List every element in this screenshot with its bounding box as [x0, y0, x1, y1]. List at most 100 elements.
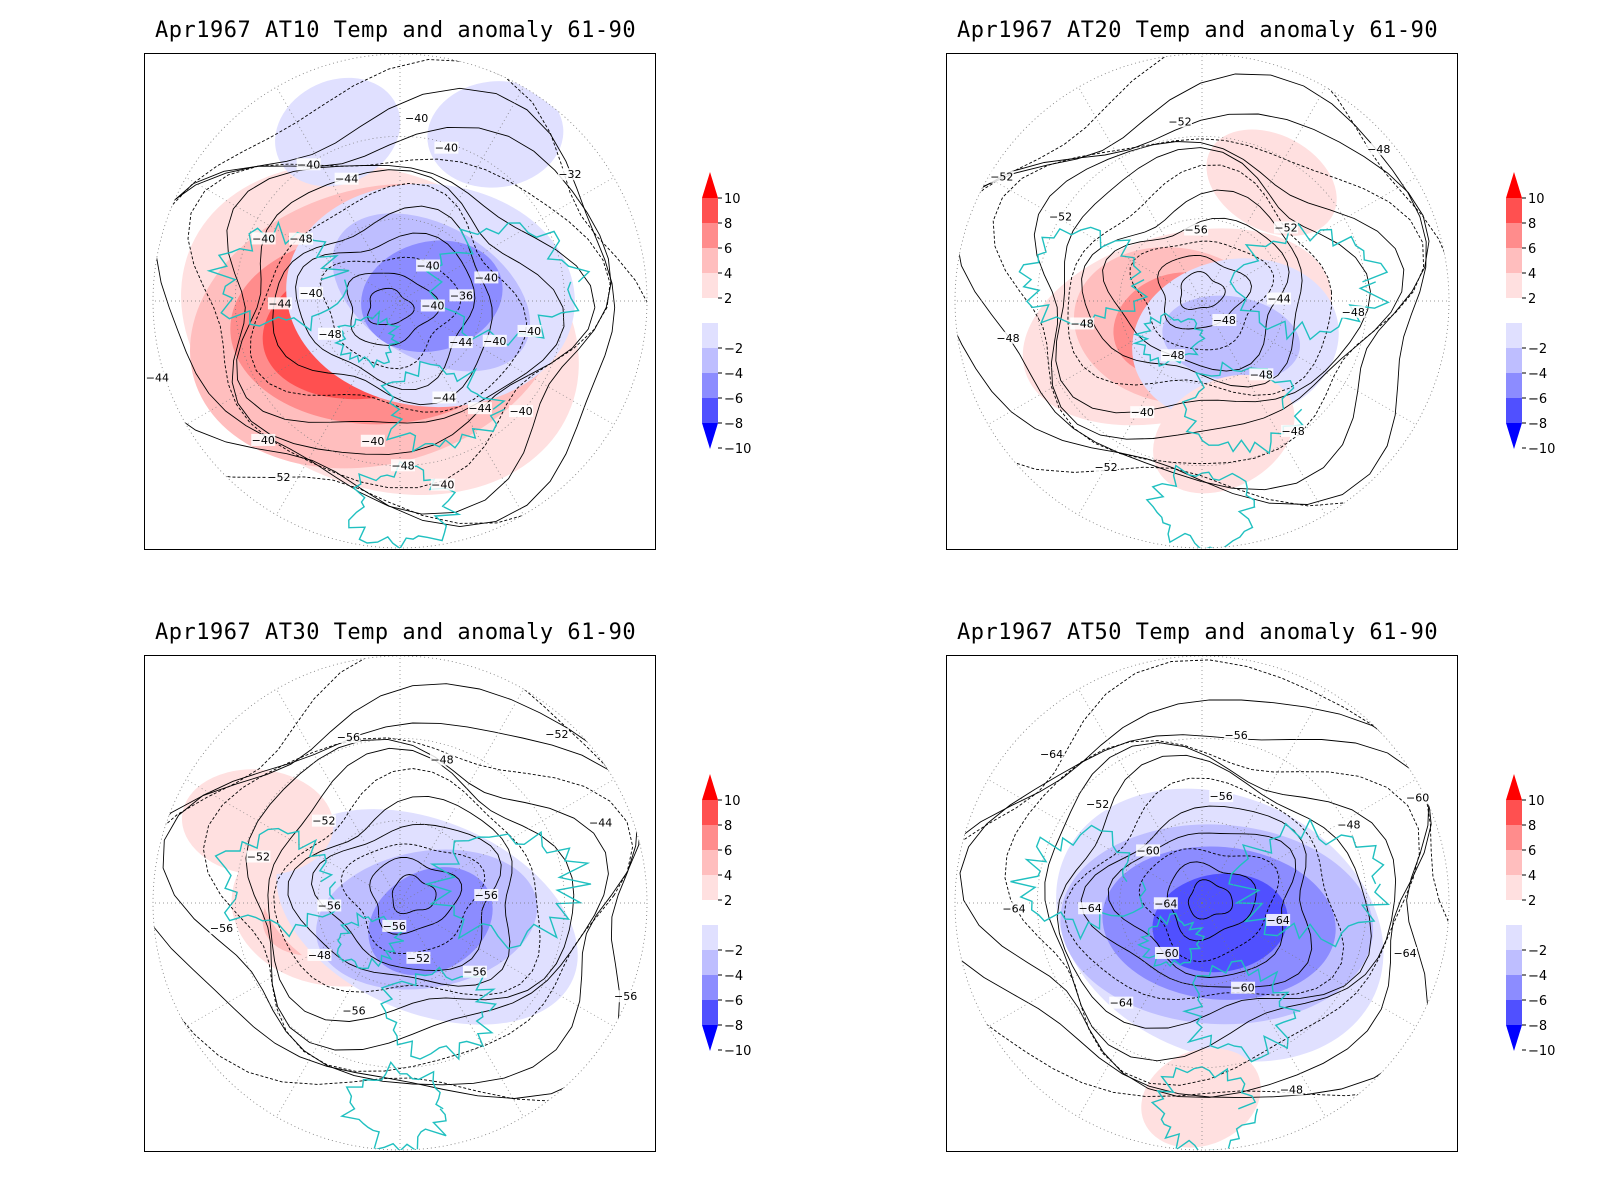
contour-label-bg: [266, 470, 291, 483]
contour-label-bg: [342, 1004, 367, 1017]
coastline: [1137, 912, 1205, 968]
contour-label-bg: [1209, 790, 1234, 803]
colorbar-segment: [702, 298, 718, 323]
panel-title: Apr1967 AT20 Temp and anomaly 61-90: [957, 18, 1439, 43]
contour-label: −40: [297, 158, 320, 171]
temperature-contour: [1179, 271, 1226, 310]
contour-label-bg: [1249, 368, 1274, 381]
polar-map: −64 −60 −56 −48 −64 −48 −60 −64 −52 −56 −60 −64 −60 −…: [954, 656, 1450, 1151]
colorbar-segment: [1506, 198, 1522, 223]
contour-label: −40: [1131, 406, 1154, 419]
colorbar: 10 8 6 4 2 −2 −4 −6 −8 −10: [1506, 172, 1555, 457]
colorbar-label: −8: [724, 1019, 743, 1034]
contour-label-bg: [1393, 946, 1418, 959]
contour-label-bg: [1094, 461, 1119, 474]
contour-label: −52: [1086, 798, 1109, 811]
contour-label: −52: [312, 815, 335, 828]
panel-title: Apr1967 AT50 Temp and anomaly 61-90: [957, 620, 1439, 645]
temperature-contour: [367, 287, 415, 325]
contour-label-bg: [406, 951, 431, 964]
anomaly-shade: [427, 81, 564, 188]
colorbar-segment: [1506, 323, 1522, 348]
colorbar: 10 8 6 4 2 −2 −4 −6 −8 −10: [702, 172, 751, 457]
polar-map: −56 −56 −52 −48 −44 −56 −52 −48 −52 −56 −52 −56 −56 −…: [152, 656, 648, 1151]
contour-label: −48: [289, 233, 312, 246]
contour-label: −56: [342, 1005, 365, 1018]
coastline: [1145, 464, 1256, 548]
colorbar-arrow-bottom: [702, 1025, 718, 1051]
colorbar-segment: [1506, 248, 1522, 273]
contour-label-bg: [1336, 818, 1361, 831]
anomaly-shade: [1153, 374, 1295, 494]
map-frame: −64 −60 −56 −48 −64 −48 −60 −64 −52 −56 −60 −64 −60 −…: [946, 655, 1458, 1152]
coastline: [214, 827, 342, 938]
coastline: [1228, 818, 1391, 948]
contour-label: −44: [146, 371, 169, 384]
coastline: [336, 912, 405, 970]
map-frame: −40 −44 −44 −40 −40 −44 −40 −48 −44 −40 −32 −36 −40−…: [144, 53, 656, 550]
latitude-circle: [317, 218, 483, 384]
contour-label: −40: [299, 287, 322, 300]
anomaly-shade: [1162, 295, 1301, 382]
colorbar-arrow-bottom: [702, 423, 718, 449]
temperature-contour: [1081, 189, 1303, 388]
colorbar-label: 4: [724, 869, 732, 884]
colorbar-label: 8: [1528, 819, 1536, 834]
contour-label: −40: [405, 112, 428, 125]
contour-label: −48: [391, 459, 414, 472]
polar-map: −48 −48 −48 −52 −52 −48 −44 −48 −40 −48 −52 −56 −52 −…: [954, 54, 1450, 549]
contour-label: −60: [1231, 982, 1254, 995]
temperature-contour: [311, 823, 502, 972]
colorbar-arrow-bottom: [1506, 423, 1522, 449]
contour-label: −56: [463, 966, 486, 979]
contour-label-bg: [1078, 902, 1103, 915]
colorbar-label: 6: [724, 844, 732, 859]
colorbar-label: −2: [724, 342, 743, 357]
colorbar-label: −8: [1528, 417, 1547, 432]
contour-label: −44: [335, 173, 358, 186]
contour-label: −64: [1393, 947, 1416, 960]
colorbar-label: 10: [1528, 794, 1545, 809]
contour-label-bg: [1154, 946, 1179, 959]
contour-label-bg: [267, 297, 292, 310]
coastline: [1010, 824, 1147, 941]
contour-label-bg: [1136, 844, 1161, 857]
temperature-contour: [162, 722, 641, 1086]
temperature-contour: [1056, 754, 1372, 1029]
temperature-contour: [236, 169, 565, 424]
contour-label-bg: [1224, 728, 1249, 741]
coastline: [1018, 226, 1149, 326]
temperature-contour: [340, 843, 486, 955]
contour-label: −56: [1210, 790, 1233, 803]
contour-label: −56: [1225, 729, 1248, 742]
contour-label-bg: [246, 850, 271, 863]
contour-label: −52: [1168, 115, 1191, 128]
temperature-contour: [1102, 217, 1290, 372]
contour-label: −52: [990, 171, 1013, 184]
colorbar-label: 6: [724, 242, 732, 257]
contour-label-bg: [449, 289, 474, 302]
temperature-contour: [1055, 147, 1371, 414]
map-frame: −56 −56 −52 −48 −44 −56 −52 −48 −52 −56 −52 −56 −56 −…: [144, 655, 656, 1152]
colorbar-segment: [1506, 925, 1522, 950]
contour-label: −64: [1267, 914, 1290, 927]
contour-label: −48: [1342, 306, 1365, 319]
equator-circle: [152, 656, 648, 1151]
contour-label-bg: [429, 753, 454, 766]
colorbar-segment: [1506, 298, 1522, 323]
contour-label-bg: [318, 327, 343, 340]
colorbar-segment: [702, 950, 718, 975]
contour-label-bg: [251, 232, 276, 245]
anomaly-shade: [1152, 873, 1288, 973]
temperature-contour: [1033, 141, 1405, 440]
contour-label: −44: [449, 336, 472, 349]
temperature-contour: [346, 272, 441, 346]
temperature-contour: [267, 747, 575, 1022]
colorbar-segment: [702, 373, 718, 398]
colorbar-segment: [1506, 398, 1522, 423]
contour-label-bg: [434, 141, 459, 154]
contour-label: −40: [518, 325, 541, 338]
coastline: [333, 309, 401, 369]
temperature-contour: [295, 232, 476, 391]
contour-label: −44: [1267, 293, 1290, 306]
